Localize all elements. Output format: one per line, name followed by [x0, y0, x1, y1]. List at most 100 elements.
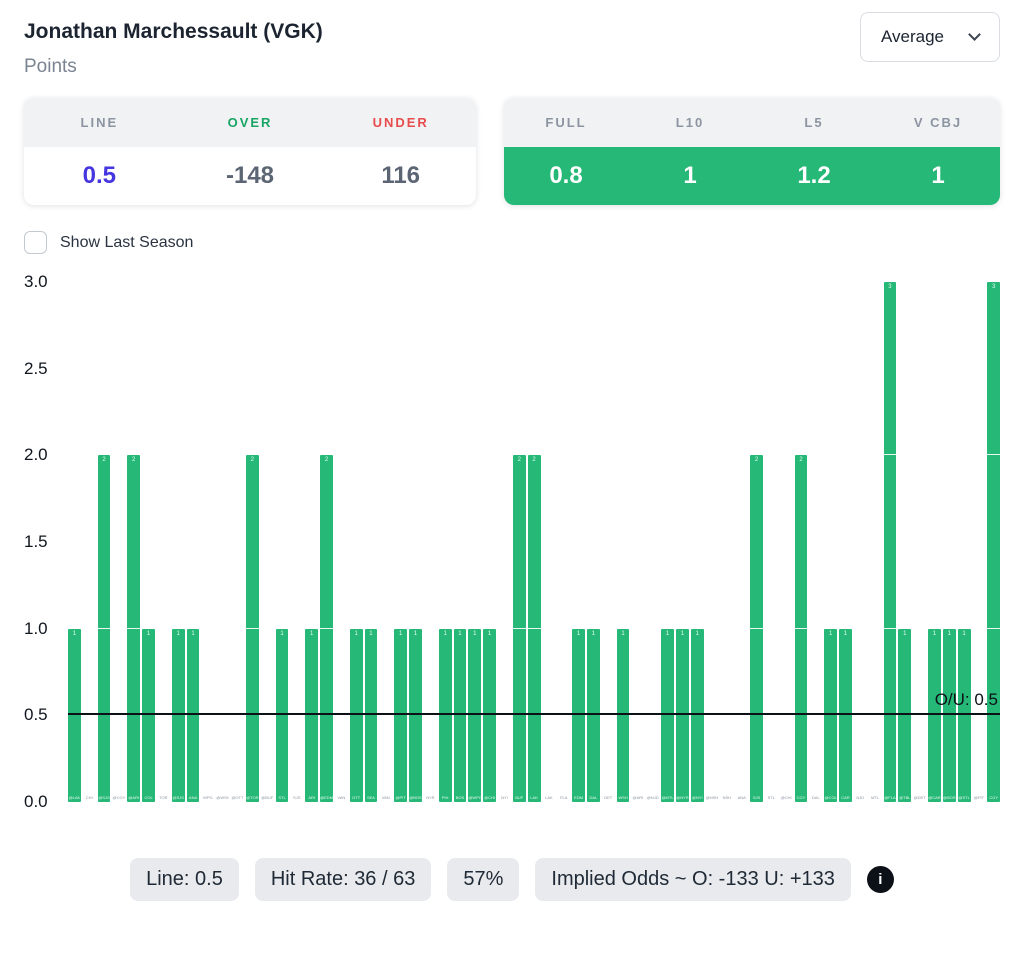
bar-slot: 2 @ARI — [127, 282, 141, 802]
bar-value-label: 1 — [191, 630, 195, 637]
bar-value-label: 1 — [309, 630, 314, 637]
bar-slot: @CHI — [780, 282, 793, 802]
show-last-season-checkbox[interactable] — [24, 231, 47, 254]
bar-slot: @BUF — [261, 282, 274, 802]
bar-slot: VAN — [379, 282, 392, 802]
game-bar[interactable]: 2 — [97, 455, 111, 802]
l5-average-value: 1.2 — [797, 162, 831, 189]
bar-slot: @OTT — [231, 282, 244, 802]
game-label: NSH — [722, 795, 732, 800]
bar-value-label: 1 — [843, 630, 848, 637]
hit-rate-percent-badge: 57% — [447, 858, 520, 901]
game-label: EDM — [574, 795, 584, 800]
bar-slot: NYI — [498, 282, 511, 802]
game-label: VAN — [337, 795, 346, 800]
bar-slot: CHI — [83, 282, 96, 802]
game-label: SEA — [366, 795, 375, 800]
y-tick-label: 0.5 — [24, 705, 48, 725]
game-label: NYI — [501, 795, 508, 800]
game-label: @LAK — [68, 795, 81, 800]
game-label: @SJS — [98, 795, 110, 800]
game-bar[interactable]: 3 — [987, 282, 1001, 802]
game-label: @CHI — [484, 795, 496, 800]
game-bar[interactable]: 2 — [527, 455, 541, 802]
bar-slot: 1 @CHI — [483, 282, 497, 802]
game-bar[interactable]: 2 — [245, 455, 259, 802]
bar-slot: NJD — [854, 282, 867, 802]
vs-opponent-average-value: 1 — [931, 162, 945, 189]
bar-segment-divider — [97, 627, 111, 629]
full-average-value: 0.8 — [549, 162, 583, 189]
bar-value-label: 1 — [473, 630, 477, 637]
info-icon[interactable] — [866, 866, 894, 893]
bar-value-label: 2 — [532, 457, 536, 464]
game-label: @CHI — [780, 795, 792, 800]
bar-slot: 1 @SJS — [171, 282, 185, 802]
bar-value-label: 1 — [576, 630, 581, 637]
bar-value-label: 1 — [665, 630, 670, 637]
game-label: DAL — [589, 795, 598, 800]
bar-value-label: 3 — [992, 284, 996, 290]
game-bar[interactable]: 2 — [512, 455, 526, 802]
bar-slot: 1 @CAR — [928, 282, 941, 802]
game-label: SJS — [752, 795, 761, 800]
bar-segment-divider — [987, 454, 1001, 456]
y-tick-label: 2.0 — [24, 445, 48, 465]
bar-segment-divider — [245, 627, 259, 629]
game-bar[interactable]: 2 — [320, 455, 333, 802]
bar-slot: 1 OTT — [349, 282, 363, 802]
over-header: OVER — [227, 115, 273, 130]
bar-segment-divider — [794, 627, 808, 629]
average-dropdown[interactable]: Average — [859, 12, 1000, 62]
bar-segment-divider — [987, 627, 1001, 629]
full-header: FULL — [545, 115, 587, 130]
line-badge: Line: 0.5 — [130, 858, 239, 901]
bar-slot: ANA — [735, 282, 748, 802]
bar-value-label: 2 — [754, 457, 759, 464]
bar-slot: @DET — [913, 282, 926, 802]
bar-segment-divider — [750, 627, 763, 629]
bar-segment-divider — [320, 627, 333, 629]
show-last-season-label: Show Last Season — [60, 233, 194, 251]
bar-slot: @WSH — [216, 282, 229, 802]
bar-slot: 1 @NYR — [675, 282, 689, 802]
y-tick-label: 2.5 — [24, 358, 48, 378]
bar-value-label: 1 — [680, 630, 685, 637]
bar-slot: LAK — [543, 282, 556, 802]
bar-slot: @PIT — [973, 282, 986, 802]
game-label: DET — [604, 795, 613, 800]
implied-odds-badge: Implied Odds ~ O: -133 U: +133 — [535, 858, 851, 901]
game-bar[interactable]: 2 — [750, 455, 763, 802]
page-title: Jonathan Marchessault (VGK) — [24, 20, 323, 43]
bar-slot: STL — [765, 282, 778, 802]
l5-header: L5 — [804, 115, 824, 130]
game-label: ANA — [188, 795, 198, 800]
game-label: LAK — [530, 795, 538, 800]
game-bar[interactable]: 2 — [127, 455, 141, 802]
bar-slot: NYR — [424, 282, 437, 802]
bar-slot: 2 BUF — [512, 282, 526, 802]
averages-card: FULL L10 L5 V CBJ 0.8 1 1.2 1 — [504, 98, 1000, 205]
game-label: TOR — [159, 795, 168, 800]
over-under-line — [68, 713, 1000, 716]
bar-slot: 1 STL — [275, 282, 289, 802]
bar-value-label: 1 — [621, 630, 625, 637]
y-tick-label: 3.0 — [24, 272, 48, 291]
line-odds-card-header: LINE OVER UNDER — [24, 98, 476, 147]
title-block: Jonathan Marchessault (VGK) Points — [24, 12, 323, 78]
bar-slot: 1 @TBL — [898, 282, 912, 802]
bar-slot: 1 @COL — [824, 282, 838, 802]
line-value: 0.5 — [82, 162, 117, 189]
game-label: OTT — [352, 795, 361, 800]
game-bar[interactable]: 2 — [794, 455, 808, 802]
game-label: @EDM — [320, 795, 333, 800]
game-bar[interactable]: 3 — [883, 282, 897, 802]
hit-rate-badge: Hit Rate: 36 / 63 — [254, 858, 432, 901]
game-label: LAK — [545, 795, 553, 800]
bar-slot: 1 @LAK — [68, 282, 81, 802]
summary-footer: Line: 0.5 Hit Rate: 36 / 63 57% Implied … — [24, 858, 1000, 901]
bar-slot: 1 @WPG — [468, 282, 482, 802]
line-odds-card: LINE OVER UNDER 0.5 -148 116 — [24, 98, 476, 205]
game-label: @MTL — [661, 795, 674, 800]
